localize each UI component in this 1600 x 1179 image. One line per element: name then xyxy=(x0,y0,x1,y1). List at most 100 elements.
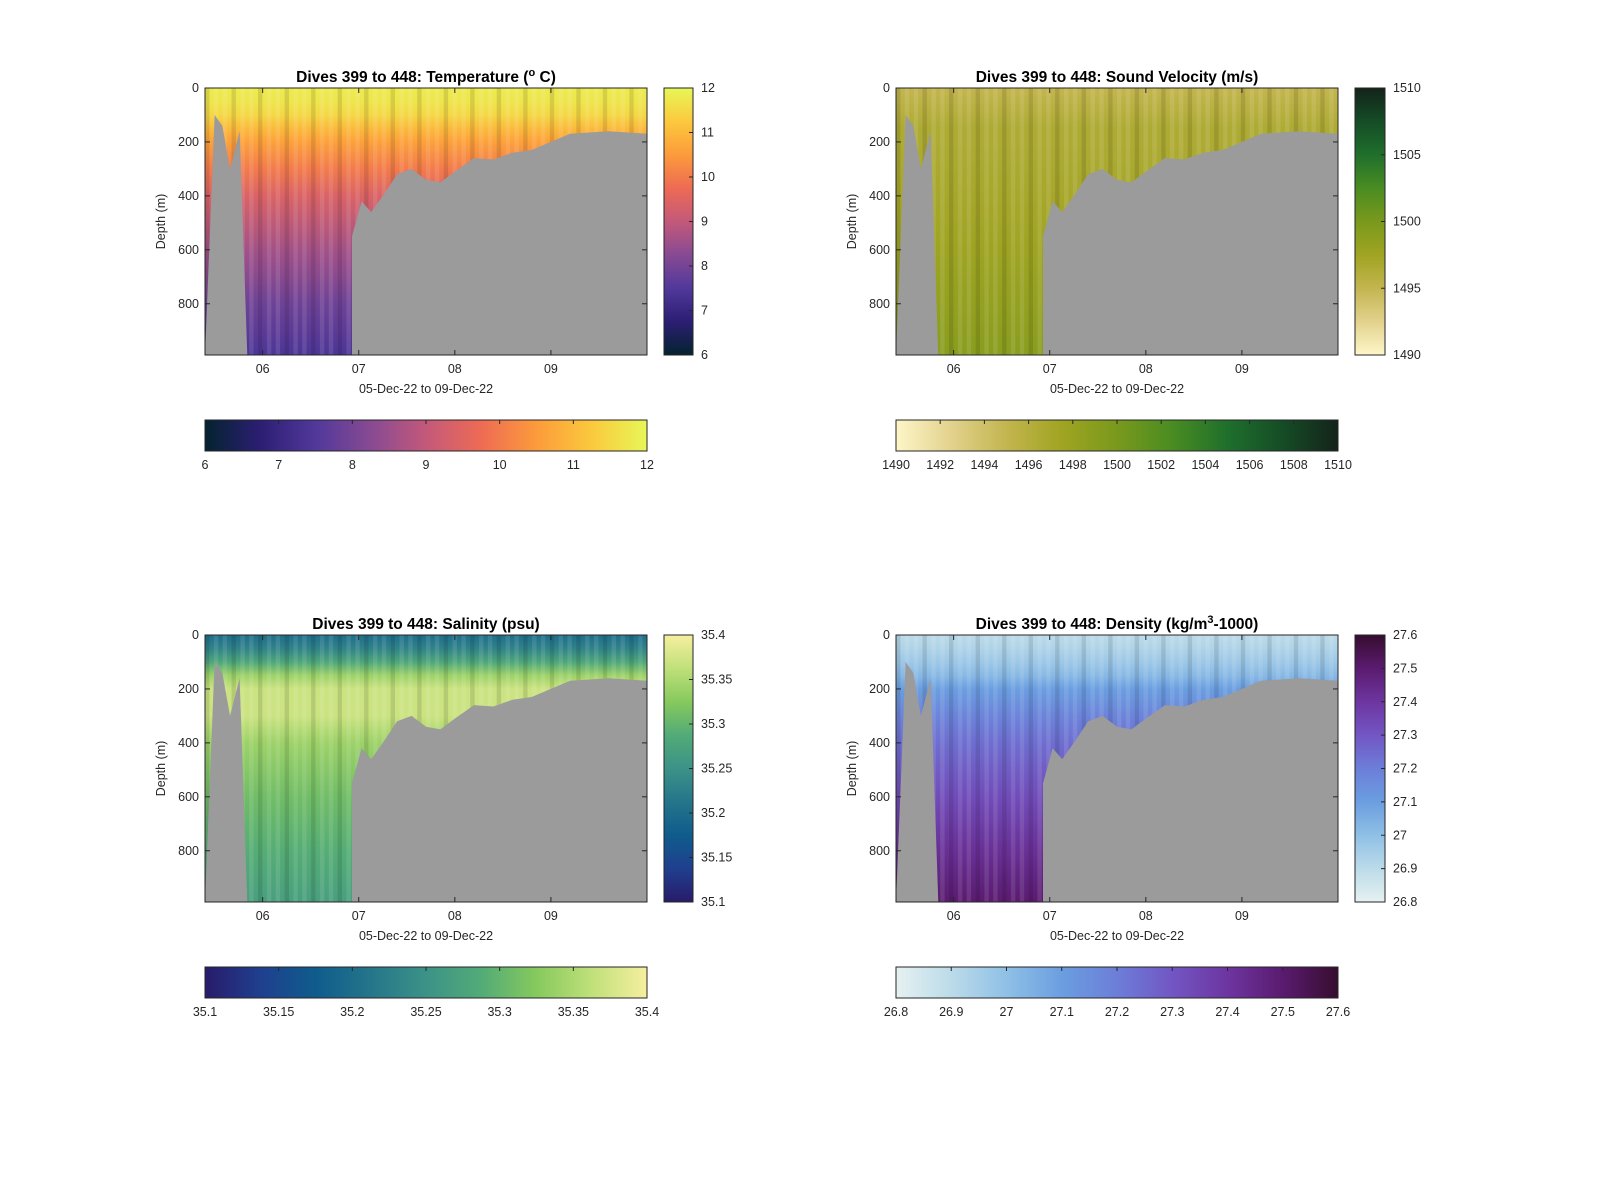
right-colorbar-label: 26.9 xyxy=(1393,862,1417,876)
right-colorbar-label: 1490 xyxy=(1393,348,1421,362)
bottom-colorbar xyxy=(204,419,648,452)
title-main: Dives 399 to 448: Salinity (psu) xyxy=(312,616,539,633)
dive-column xyxy=(328,88,334,355)
bottom-colorbar-label: 11 xyxy=(567,458,580,472)
title-tail: -1000) xyxy=(1214,616,1259,633)
bottom-colorbar-label: 35.15 xyxy=(263,1005,294,1019)
dive-column xyxy=(1002,635,1007,902)
right-colorbar-label: 35.4 xyxy=(701,628,725,642)
bottom-colorbar-label: 27.4 xyxy=(1215,1005,1239,1019)
x-tick-label: 06 xyxy=(947,362,961,376)
bottom-colorbar-label: 10 xyxy=(493,458,507,472)
dive-column xyxy=(984,635,989,902)
bottom-colorbar-label: 6 xyxy=(202,458,209,472)
bottom-colorbar-label: 27.5 xyxy=(1271,1005,1295,1019)
dive-column xyxy=(284,88,289,355)
dive-column xyxy=(1037,88,1042,355)
dive-column xyxy=(975,88,980,355)
right-colorbar-label: 27 xyxy=(1393,828,1407,842)
bottom-colorbar-label: 35.2 xyxy=(340,1005,364,1019)
dive-column xyxy=(302,88,307,355)
y-axis-label: Depth (m) xyxy=(845,741,859,797)
y-tick-label: 600 xyxy=(178,790,199,804)
dive-column xyxy=(319,88,325,355)
dive-column xyxy=(337,88,342,355)
axes-frame xyxy=(895,87,1339,356)
bathymetry-mask xyxy=(205,662,647,902)
x-axis-label: 05-Dec-22 to 09-Dec-22 xyxy=(1050,929,1184,943)
x-tick-label: 06 xyxy=(256,362,270,376)
dive-column xyxy=(293,88,298,355)
dive-column xyxy=(896,88,901,355)
right-colorbar-label: 6 xyxy=(701,348,708,362)
right-colorbar-label: 27.2 xyxy=(1393,762,1417,776)
title-tail: C) xyxy=(535,69,556,86)
x-tick-label: 06 xyxy=(947,909,961,923)
dive-column xyxy=(1028,88,1033,355)
right-colorbar xyxy=(663,634,694,903)
bottom-colorbar-label: 12 xyxy=(640,458,654,472)
right-colorbar-label: 35.35 xyxy=(701,673,732,687)
bottom-colorbar-label: 1506 xyxy=(1236,458,1264,472)
x-tick-label: 07 xyxy=(1043,909,1057,923)
dive-column xyxy=(1002,88,1007,355)
bottom-colorbar-label: 1500 xyxy=(1103,458,1131,472)
bottom-colorbar-label: 1502 xyxy=(1147,458,1175,472)
x-axis-label: 05-Dec-22 to 09-Dec-22 xyxy=(359,929,493,943)
right-colorbar-label: 9 xyxy=(701,215,708,229)
y-axis-label: Depth (m) xyxy=(154,741,168,797)
x-axis-label: 05-Dec-22 to 09-Dec-22 xyxy=(359,382,493,396)
bottom-colorbar-label: 1490 xyxy=(882,458,910,472)
bottom-colorbar-label: 9 xyxy=(423,458,430,472)
bottom-colorbar-label: 26.8 xyxy=(884,1005,908,1019)
right-colorbar-label: 11 xyxy=(701,126,714,140)
dive-column xyxy=(311,88,316,355)
dive-column xyxy=(975,635,980,902)
panel-density: 06 07 08 09 0 200 400 600 800 05-Dec-22 to 09-Dec… xyxy=(845,614,1417,1019)
x-axis-label: 05-Dec-22 to 09-Dec-22 xyxy=(1050,382,1184,396)
dive-column xyxy=(1010,88,1016,355)
dive-column xyxy=(346,88,351,355)
dive-column xyxy=(302,635,307,902)
right-colorbar-label: 1500 xyxy=(1393,215,1421,229)
bottom-colorbar xyxy=(895,419,1339,452)
bottom-colorbar-label: 27.3 xyxy=(1160,1005,1184,1019)
panel-salinity: 06 07 08 09 0 200 400 600 800 05-Dec-22 to 09-Dec… xyxy=(154,616,732,1019)
y-tick-label: 800 xyxy=(869,844,890,858)
bathymetry-mask xyxy=(205,115,647,355)
bottom-colorbar-label: 1510 xyxy=(1324,458,1352,472)
axes-frame xyxy=(204,87,648,356)
dive-column xyxy=(249,635,254,902)
panel-title: Dives 399 to 448: Density (kg/m3-1000) xyxy=(976,614,1259,633)
right-colorbar-label: 8 xyxy=(701,259,708,273)
bathymetry-mask xyxy=(896,115,1338,355)
right-colorbar-label: 10 xyxy=(701,170,715,184)
dive-column xyxy=(337,635,342,902)
dive-column xyxy=(205,635,210,902)
x-tick-label: 07 xyxy=(352,362,366,376)
y-tick-label: 0 xyxy=(883,81,890,95)
x-tick-label: 06 xyxy=(256,909,270,923)
bottom-colorbar-label: 1496 xyxy=(1015,458,1043,472)
dive-column xyxy=(940,88,945,355)
dive-column xyxy=(205,88,210,355)
y-tick-label: 800 xyxy=(178,297,199,311)
right-colorbar-label: 35.2 xyxy=(701,806,725,820)
right-colorbar xyxy=(663,87,694,356)
title-main: Dives 399 to 448: Temperature ( xyxy=(296,69,529,86)
dive-column xyxy=(984,88,989,355)
right-colorbar-label: 35.25 xyxy=(701,762,732,776)
bottom-colorbar-label: 35.25 xyxy=(410,1005,441,1019)
bottom-colorbar-label: 35.35 xyxy=(558,1005,589,1019)
right-colorbar-label: 27.1 xyxy=(1393,795,1417,809)
dive-column xyxy=(940,635,945,902)
bathymetry-mask xyxy=(896,662,1338,902)
right-colorbar-label: 27.4 xyxy=(1393,695,1417,709)
x-tick-label: 07 xyxy=(352,909,366,923)
y-tick-label: 200 xyxy=(178,682,199,696)
dive-column xyxy=(258,635,263,902)
y-tick-label: 600 xyxy=(869,790,890,804)
y-tick-label: 600 xyxy=(178,243,199,257)
